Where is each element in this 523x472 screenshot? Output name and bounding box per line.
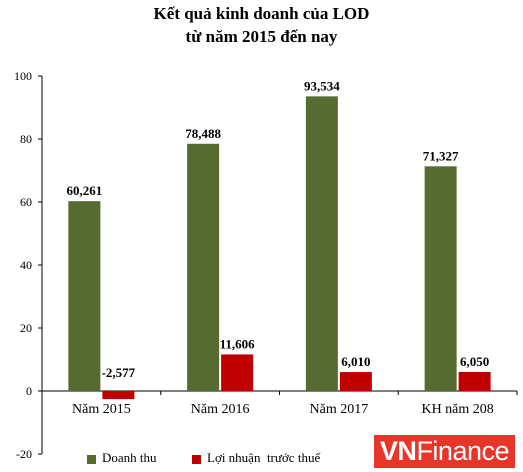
data-label: 71,327 xyxy=(423,148,459,163)
chart-title-line1: Kết quả kinh doanh của LOD xyxy=(153,4,370,23)
watermark-vn: VN xyxy=(379,436,417,466)
vnfinance-watermark: VNFinance xyxy=(373,435,515,468)
bars xyxy=(68,96,491,400)
y-tick-label: -20 xyxy=(16,447,32,461)
chart-title-line2: từ năm 2015 đến nay xyxy=(185,27,338,46)
bar-revenue xyxy=(187,143,220,391)
y-tick-label: 40 xyxy=(20,258,32,272)
data-label: 60,261 xyxy=(67,183,103,198)
x-tick-label: Năm 2016 xyxy=(191,402,250,417)
watermark-finance: Finance xyxy=(416,436,509,466)
bar-revenue xyxy=(68,201,101,391)
data-label: -2,577 xyxy=(102,365,136,380)
data-label: 93,534 xyxy=(304,78,340,93)
y-tick-label: 60 xyxy=(20,195,32,209)
legend-swatch-profit xyxy=(192,454,201,464)
bar-profit xyxy=(339,372,372,391)
bar-profit xyxy=(102,391,135,400)
data-label: 6,050 xyxy=(460,354,489,369)
y-tick-label: 0 xyxy=(26,384,32,398)
bar-profit xyxy=(221,354,254,391)
x-tick-label: Năm 2015 xyxy=(72,402,131,417)
x-tick-label: KH năm 208 xyxy=(421,402,493,417)
x-tick-label: Năm 2017 xyxy=(310,402,369,417)
bar-profit xyxy=(458,371,491,391)
y-tick-label: 100 xyxy=(14,69,32,83)
data-label: 6,010 xyxy=(341,354,370,369)
legend-item-revenue: Doanh thu xyxy=(87,450,157,466)
legend-item-profit: Lợi nhuận trước thuế xyxy=(192,450,320,466)
y-tick-label: 20 xyxy=(20,321,32,335)
y-tick-label: 80 xyxy=(20,132,32,146)
data-label: 78,488 xyxy=(185,126,221,141)
legend-label-profit: Lợi nhuận trước thuế xyxy=(207,450,321,465)
legend-label-revenue: Doanh thu xyxy=(102,450,157,465)
data-label: 11,606 xyxy=(220,336,256,351)
bar-revenue xyxy=(424,166,457,391)
legend-swatch-revenue xyxy=(87,454,96,464)
bar-revenue xyxy=(305,96,338,392)
data-labels: 60,261 78,488 93,534 71,327 -2,577 11,606 6,01… xyxy=(67,78,490,380)
